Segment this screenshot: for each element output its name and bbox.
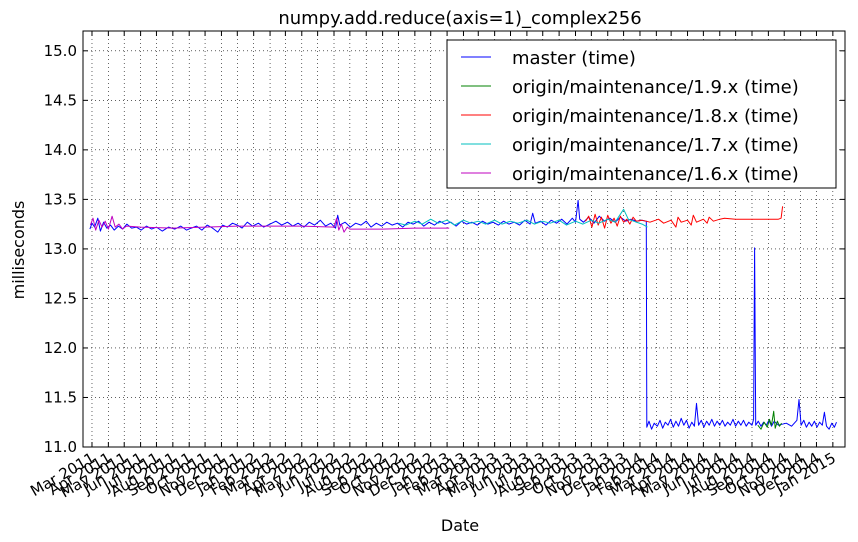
y-tick-label: 14.0 xyxy=(44,141,77,159)
y-axis-label: milliseconds xyxy=(9,201,28,300)
y-tick-label: 13.5 xyxy=(44,190,77,208)
y-tick-label: 13.0 xyxy=(44,240,77,258)
series-line xyxy=(398,208,648,228)
axis-ticks: 11.011.512.012.513.013.514.014.515.0Mar … xyxy=(27,31,845,501)
y-tick-label: 12.0 xyxy=(44,339,77,357)
legend-box xyxy=(446,39,837,189)
legend-label: origin/maintenance/1.9.x (time) xyxy=(512,77,799,98)
chart-title: numpy.add.reduce(axis=1)_complex256 xyxy=(278,8,641,29)
axes-frame xyxy=(82,30,846,448)
x-axis-label: Date xyxy=(441,516,479,535)
legend-label: origin/maintenance/1.8.x (time) xyxy=(512,106,799,127)
series-line xyxy=(89,215,450,233)
legend: master (time) origin/maintenance/1.9.x (t… xyxy=(446,39,837,189)
y-tick-label: 11.0 xyxy=(44,438,77,456)
y-tick-label: 15.0 xyxy=(44,42,77,60)
series-line xyxy=(89,199,837,430)
y-tick-label: 14.5 xyxy=(44,91,77,109)
plot-area xyxy=(89,199,837,430)
y-tick-label: 12.5 xyxy=(44,289,77,307)
legend-label: master (time) xyxy=(512,48,636,69)
y-tick-label: 11.5 xyxy=(44,388,77,406)
legend-label: origin/maintenance/1.7.x (time) xyxy=(512,135,799,156)
series-line xyxy=(757,410,783,430)
legend-label: origin/maintenance/1.6.x (time) xyxy=(512,164,799,185)
